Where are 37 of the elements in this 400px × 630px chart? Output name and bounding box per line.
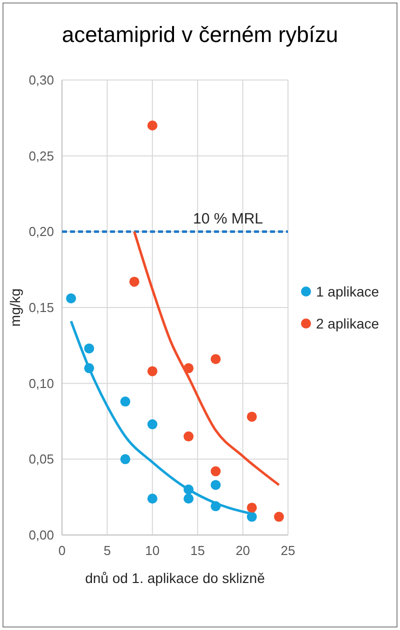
- point: [210, 354, 221, 364]
- x-tick-label: 0: [58, 543, 66, 558]
- point: [184, 494, 194, 504]
- legend-label: 2 aplikace: [316, 316, 380, 332]
- x-axis-title: dnů od 1. aplikace do sklizně: [85, 570, 266, 586]
- legend-label: 1 aplikace: [316, 284, 380, 300]
- y-tick-label: 0,20: [28, 224, 54, 240]
- point: [274, 512, 284, 522]
- x-tick-label: 25: [280, 543, 296, 558]
- point: [147, 419, 158, 430]
- x-tick-label: 5: [104, 543, 111, 558]
- point: [66, 293, 76, 304]
- y-tick-label: 0,00: [28, 528, 54, 542]
- y-tick-label: 0,15: [28, 300, 54, 315]
- x-tick-label: 15: [190, 543, 205, 558]
- point: [120, 454, 130, 464]
- y-tick-label: 0,30: [28, 72, 54, 88]
- point: [129, 276, 140, 287]
- point: [147, 494, 158, 504]
- point: [84, 343, 94, 354]
- point: [210, 466, 221, 476]
- chart-title: acetamiprid v černém rybízu: [62, 22, 338, 47]
- line-series: [133, 230, 280, 486]
- point: [147, 366, 158, 376]
- point: [120, 396, 130, 407]
- point: [147, 120, 158, 130]
- point: [246, 502, 257, 513]
- point: [210, 480, 221, 490]
- ref-line-label: 10 % MRL: [193, 210, 264, 228]
- point: [246, 412, 257, 422]
- y-tick-label: 0,25: [28, 148, 54, 164]
- y-axis-title: mg/kg: [7, 288, 23, 327]
- y-tick-label: 0,10: [28, 376, 54, 391]
- y-tick-label: 0,05: [28, 452, 54, 467]
- x-tick-label: 20: [236, 543, 250, 558]
- x-tick-label: 10: [145, 543, 160, 558]
- point: [184, 431, 194, 442]
